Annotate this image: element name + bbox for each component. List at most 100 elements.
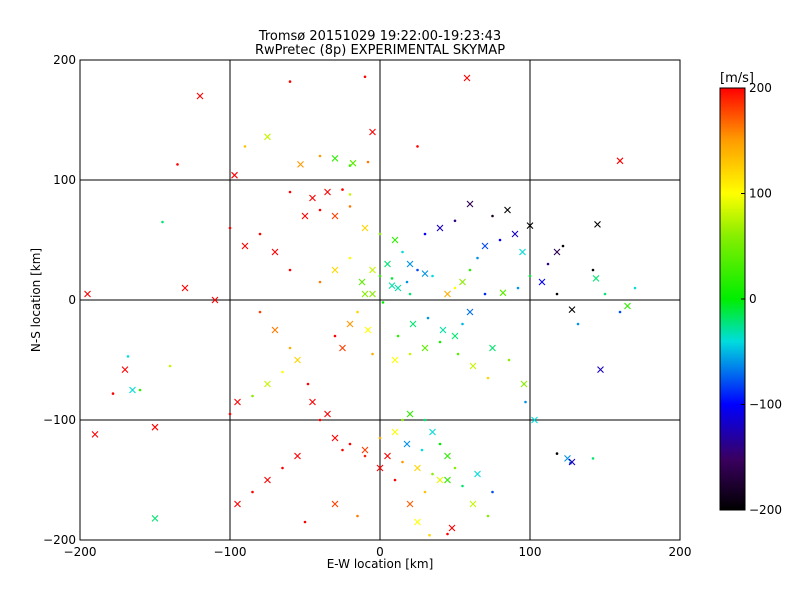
data-point-dot bbox=[428, 533, 431, 537]
x-tick-label: −100 bbox=[214, 545, 247, 559]
data-point-dot bbox=[318, 154, 322, 158]
data-point-cross bbox=[364, 326, 372, 334]
data-point-dot bbox=[306, 382, 310, 386]
data-point-cross bbox=[84, 290, 91, 298]
data-point-cross bbox=[568, 458, 576, 466]
data-point-cross bbox=[414, 464, 421, 472]
data-point-cross bbox=[474, 470, 481, 478]
data-point-cross bbox=[466, 200, 474, 208]
data-point-cross bbox=[531, 416, 538, 424]
data-point-dot bbox=[591, 268, 595, 272]
data-point-cross bbox=[376, 464, 384, 472]
data-point-cross bbox=[181, 284, 189, 292]
data-point-cross bbox=[361, 446, 369, 454]
data-point-cross bbox=[439, 326, 447, 334]
data-point-cross bbox=[331, 212, 339, 220]
data-point-cross bbox=[616, 157, 624, 165]
data-point-cross bbox=[406, 410, 414, 418]
x-tick-label: −200 bbox=[64, 545, 97, 559]
data-point-dot bbox=[258, 310, 262, 314]
data-point-cross bbox=[406, 260, 414, 268]
data-point-cross bbox=[369, 266, 376, 274]
data-point-cross bbox=[526, 222, 534, 229]
data-point-dot bbox=[126, 355, 130, 358]
data-point-cross bbox=[331, 500, 339, 508]
data-point-cross bbox=[406, 500, 414, 508]
data-point-dot bbox=[423, 490, 427, 494]
data-point-dot bbox=[453, 219, 457, 223]
data-point-dot bbox=[318, 280, 322, 284]
data-point-cross bbox=[234, 500, 241, 508]
data-point-dot bbox=[555, 452, 559, 455]
data-point-dot bbox=[228, 226, 232, 230]
data-point-dot bbox=[401, 460, 404, 464]
data-point-cross bbox=[597, 366, 604, 373]
data-point-cross bbox=[271, 326, 279, 334]
data-point-cross bbox=[331, 434, 339, 442]
data-point-dot bbox=[396, 334, 400, 338]
data-point-cross bbox=[429, 428, 436, 436]
data-point-cross bbox=[121, 366, 129, 373]
data-point-dot bbox=[633, 286, 637, 290]
data-point-dot bbox=[423, 232, 427, 236]
data-point-cross bbox=[414, 518, 421, 526]
data-point-dot bbox=[603, 292, 607, 296]
data-point-cross bbox=[459, 278, 466, 286]
data-point-dot bbox=[381, 301, 385, 304]
data-point-dot bbox=[408, 292, 412, 296]
data-point-cross bbox=[436, 224, 444, 232]
data-point-cross bbox=[436, 476, 444, 484]
data-point-cross bbox=[324, 410, 331, 418]
data-point-cross bbox=[394, 284, 402, 292]
data-point-dot bbox=[416, 145, 419, 148]
data-point-dot bbox=[341, 188, 344, 191]
data-point-cross bbox=[568, 306, 576, 313]
data-point-dot bbox=[431, 274, 434, 278]
data-point-dot bbox=[438, 442, 442, 446]
data-point-dot bbox=[486, 376, 490, 380]
data-point-dot bbox=[341, 448, 344, 452]
data-point-cross bbox=[403, 440, 411, 448]
data-point-dot bbox=[420, 448, 424, 452]
data-point-dot bbox=[483, 292, 487, 296]
data-point-cross bbox=[358, 278, 366, 286]
y-tick-label: 200 bbox=[53, 53, 76, 67]
data-point-cross bbox=[241, 242, 249, 250]
data-point-cross bbox=[349, 159, 357, 167]
x-axis-ticks: −200 −100 0 100 200 bbox=[64, 545, 692, 559]
data-point-dot bbox=[405, 280, 409, 284]
data-point-cross bbox=[271, 248, 279, 256]
data-point-dot bbox=[228, 412, 232, 416]
data-point-cross bbox=[294, 452, 301, 460]
y-tick-label: −200 bbox=[43, 533, 76, 547]
chart-subtitle: RwPretec (8p) EXPERIMENTAL SKYMAP bbox=[255, 43, 505, 58]
data-point-cross bbox=[129, 386, 136, 394]
data-point-cross bbox=[409, 320, 417, 328]
data-point-dot bbox=[348, 256, 352, 260]
data-point-cross bbox=[444, 290, 451, 298]
data-point-cross bbox=[564, 455, 571, 462]
data-point-cross bbox=[538, 278, 546, 286]
data-point-dot bbox=[576, 322, 580, 326]
data-point-dot bbox=[461, 484, 464, 488]
data-point-cross bbox=[264, 133, 271, 141]
data-point-dot bbox=[378, 436, 382, 440]
colorbar-label: [m/s] bbox=[720, 71, 754, 86]
data-point-cross bbox=[391, 428, 399, 436]
data-point-dot bbox=[111, 392, 115, 395]
data-point-cross bbox=[91, 431, 99, 438]
data-point-dot bbox=[318, 208, 322, 212]
data-point-cross bbox=[553, 248, 561, 256]
data-point-cross bbox=[421, 344, 429, 352]
data-point-dot bbox=[356, 514, 359, 518]
data-point-dot bbox=[446, 532, 449, 536]
data-point-dot bbox=[161, 220, 164, 224]
data-point-cross bbox=[346, 320, 354, 328]
y-tick-label: 100 bbox=[53, 173, 76, 187]
data-point-dot bbox=[288, 268, 292, 272]
data-point-dot bbox=[618, 310, 622, 314]
colorbar-tick-label: 200 bbox=[749, 81, 772, 95]
data-point-dot bbox=[371, 352, 374, 356]
data-point-dot bbox=[516, 286, 520, 290]
data-point-dot bbox=[476, 256, 479, 260]
